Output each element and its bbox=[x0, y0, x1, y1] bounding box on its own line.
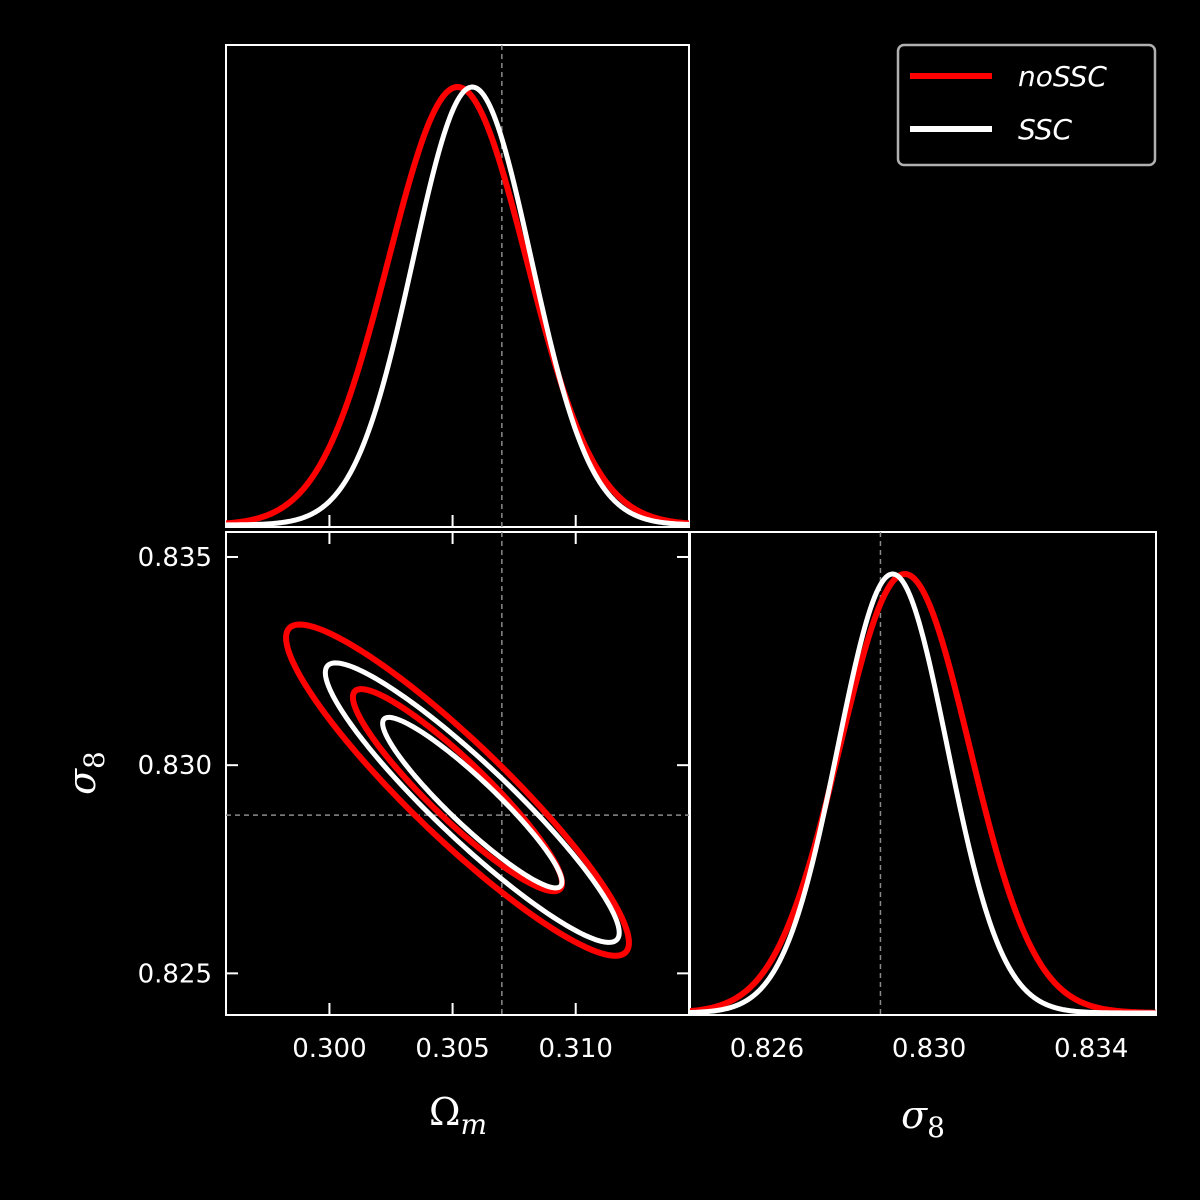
x-axis-label-sigma8: σ8 bbox=[901, 1093, 945, 1144]
contour-2sigma-SSC bbox=[322, 660, 622, 945]
x-tick-label-omega: 0.310 bbox=[538, 1034, 612, 1064]
contour-1sigma-SSC bbox=[380, 714, 565, 891]
y-axis-label-sigma8: σ8 bbox=[60, 751, 111, 795]
legend-label-noSSC: noSSC bbox=[1018, 60, 1107, 93]
y-tick-label-sigma8: 0.825 bbox=[138, 959, 212, 989]
panel-joint-2d bbox=[225, 531, 690, 1016]
x-tick-label-omega: 0.305 bbox=[415, 1034, 489, 1064]
x-tick-label-sigma8: 0.834 bbox=[1054, 1034, 1128, 1064]
curve-omega-m-noSSC bbox=[226, 84, 689, 527]
legend: noSSC SSC bbox=[896, 43, 1157, 167]
panel-sigma8-1d bbox=[689, 531, 1157, 1016]
y-tick-label-sigma8: 0.835 bbox=[138, 543, 212, 573]
x-tick-label-sigma8: 0.830 bbox=[892, 1034, 966, 1064]
panel-omega-m-1d bbox=[225, 44, 690, 528]
curve-sigma8-SSC bbox=[690, 571, 1156, 1015]
curve-sigma8-noSSC bbox=[690, 571, 1156, 1015]
x-tick-label-omega: 0.300 bbox=[292, 1034, 366, 1064]
curve-omega-m-SSC bbox=[226, 84, 689, 527]
y-tick-label-sigma8: 0.830 bbox=[138, 751, 212, 781]
x-tick-label-sigma8: 0.826 bbox=[730, 1034, 804, 1064]
contour-2sigma-noSSC bbox=[283, 621, 632, 959]
x-axis-label-omega-m: Ωm bbox=[429, 1090, 487, 1141]
legend-label-SSC: SSC bbox=[1018, 113, 1073, 146]
